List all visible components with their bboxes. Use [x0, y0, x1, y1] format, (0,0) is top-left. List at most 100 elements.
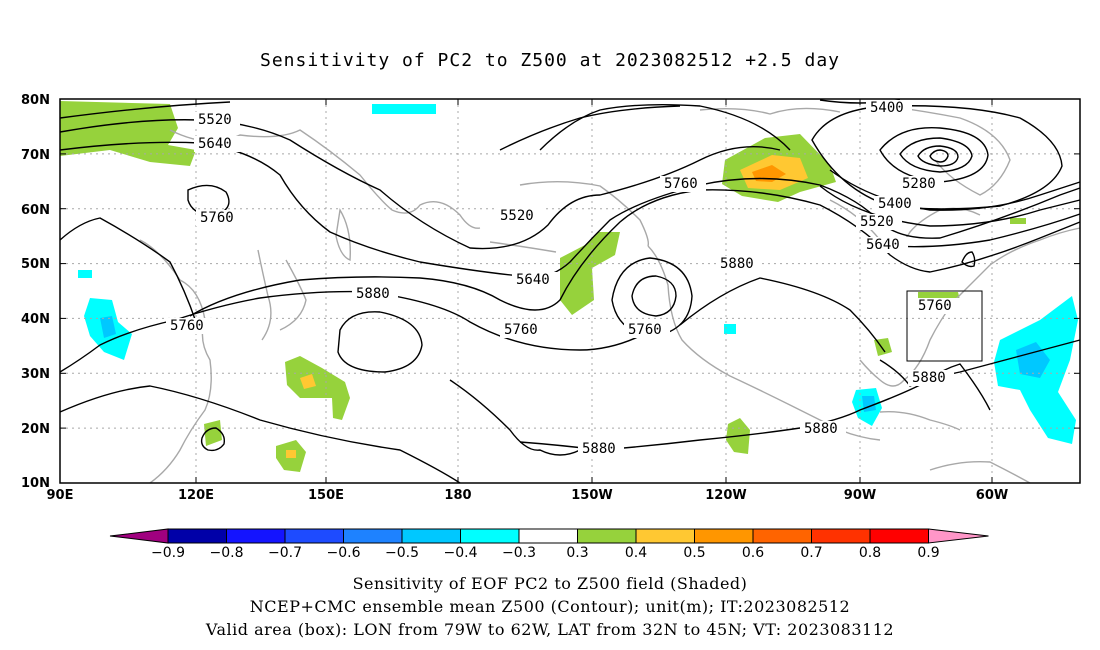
svg-text:5280: 5280 [902, 176, 936, 192]
colorbar-tick-label: 0.3 [566, 545, 588, 561]
shade-pacific-north [560, 232, 620, 315]
svg-text:5760: 5760 [170, 318, 204, 334]
contour-low-3 [917, 145, 959, 167]
contour-label-5640-pacific: 5640 [512, 272, 558, 288]
colorbar-swatch [460, 528, 520, 544]
shade-luzon [204, 420, 222, 446]
colorbar-swatch [752, 528, 812, 544]
svg-text:5880: 5880 [356, 286, 390, 302]
contour-label-5760-asia: 5760 [166, 318, 212, 334]
contour-label-5400-east: 5400 [874, 196, 920, 212]
colorbar-swatch [343, 528, 403, 544]
footer-shading-caption: Sensitivity of EOF PC2 to Z500 field (Sh… [352, 574, 748, 593]
colorbar-swatch [226, 528, 286, 544]
lon-label-180: 180 [444, 488, 471, 503]
contour-east-2 [819, 185, 1081, 227]
coast-greenland [869, 103, 1011, 196]
contour-label-5640-east: 5640 [862, 237, 908, 253]
svg-text:5640: 5640 [866, 237, 900, 253]
contour-5880-bottom [449, 379, 581, 456]
shade-west-pacific-core [300, 374, 316, 389]
svg-text:5520: 5520 [500, 208, 534, 224]
lat-label-30n: 30N [21, 367, 50, 382]
shade-arctic-cyan [372, 104, 436, 114]
coast-asia-east [139, 239, 212, 484]
colorbar-tick-label: 0.7 [800, 545, 822, 561]
contour-east-3 [879, 213, 1081, 248]
grid-lines [60, 99, 1080, 483]
coast-siberia [169, 129, 481, 229]
shade-arctic-canada-max [752, 165, 786, 182]
shade-philippine-core [286, 450, 296, 458]
lat-label-50n: 50N [21, 257, 50, 272]
contour-label-5520-pacific: 5520 [496, 208, 542, 224]
contour-arctic-2 [499, 105, 681, 151]
contour-label-5760-box: 5760 [914, 298, 960, 314]
colorbar-swatch [577, 528, 637, 544]
colorbar-tick-label: −0.4 [444, 545, 478, 561]
contour-label-5280: 5280 [898, 176, 944, 192]
contour-label-5760-canada: 5760 [660, 176, 706, 192]
lon-label-90e: 90E [47, 488, 74, 503]
svg-text:5880: 5880 [912, 370, 946, 386]
sensitivity-shading [60, 101, 1078, 472]
contour-5880-pacific-high [337, 311, 423, 373]
svg-text:5400: 5400 [870, 100, 904, 116]
colorbar-swatch [635, 528, 695, 544]
coast-kamchatka [335, 207, 351, 262]
lon-label-120w: 120W [705, 488, 746, 503]
coast-korea-japan [257, 249, 307, 341]
colorbar-arrow-low [109, 528, 169, 544]
svg-text:5760: 5760 [918, 298, 952, 314]
colorbar-tick-label: −0.6 [327, 545, 361, 561]
colorbar-tick-label: −0.8 [210, 545, 244, 561]
colorbar-tick-label: 0.5 [683, 545, 705, 561]
svg-text:5640: 5640 [516, 272, 550, 288]
valid-area-box [906, 290, 983, 362]
contour-label-5760-west-low: 5760 [196, 210, 242, 226]
lon-label-150w: 150W [571, 488, 612, 503]
lon-label-120e: 120E [178, 488, 214, 503]
svg-text:5760: 5760 [200, 210, 234, 226]
contour-label-5760-pacific: 5760 [500, 322, 546, 338]
axis-ticks [60, 99, 1080, 483]
shade-bengal-core [100, 316, 116, 338]
contour-5760-main [59, 189, 1081, 323]
colorbar-tick-label: −0.9 [151, 545, 185, 561]
footer-contour-caption: NCEP+CMC ensemble mean Z500 (Contour); u… [249, 597, 851, 616]
longitude-labels: 90E 120E 150E 180 150W 120W 90W 60W [47, 488, 1009, 503]
coast-cuba [879, 410, 961, 431]
shade-arctic-west [60, 101, 196, 166]
colorbar-tick-label: −0.3 [502, 545, 536, 561]
contour-label-5520-east: 5520 [856, 214, 902, 230]
colorbar: −0.9 −0.8 −0.7 −0.6 −0.5 −0.4 −0.3 0.3 0.4 0.5 0.6… [109, 528, 989, 561]
contour-low-4 [929, 149, 949, 163]
contour-hudson-small [961, 251, 976, 268]
contour-5880-small [200, 427, 226, 452]
shade-cyan-small-1 [78, 270, 92, 278]
svg-text:5880: 5880 [720, 256, 754, 272]
contour-label-5520-west: 5520 [194, 112, 240, 128]
svg-text:5760: 5760 [504, 322, 538, 338]
contour-5760-cutoff-inner [631, 275, 677, 317]
lat-label-10n: 10N [21, 476, 50, 491]
coastlines [139, 103, 1081, 484]
svg-text:5520: 5520 [860, 214, 894, 230]
contour-label-5640-west: 5640 [194, 136, 240, 152]
footer-valid-area-caption: Valid area (box): LON from 79W to 62W, L… [205, 620, 895, 639]
colorbar-tick-label: −0.5 [385, 545, 419, 561]
colorbar-tick-label: 0.4 [625, 545, 647, 561]
contour-label-5880-atlantic: 5880 [908, 370, 954, 386]
svg-text:5400: 5400 [878, 196, 912, 212]
latitude-labels: 80N 70N 60N 50N 40N 30N 20N 10N [21, 93, 50, 491]
colorbar-tick-label: 0.6 [742, 545, 764, 561]
colorbar-tick-label: 0.9 [917, 545, 939, 561]
coast-arctic-islands [699, 107, 841, 115]
colorbar-swatch [518, 528, 578, 544]
shade-atlantic-core [1016, 342, 1050, 378]
shade-cyan-small-2 [724, 324, 736, 334]
svg-text:5520: 5520 [198, 112, 232, 128]
colorbar-swatch [167, 528, 227, 544]
lon-label-90w: 90W [844, 488, 876, 503]
